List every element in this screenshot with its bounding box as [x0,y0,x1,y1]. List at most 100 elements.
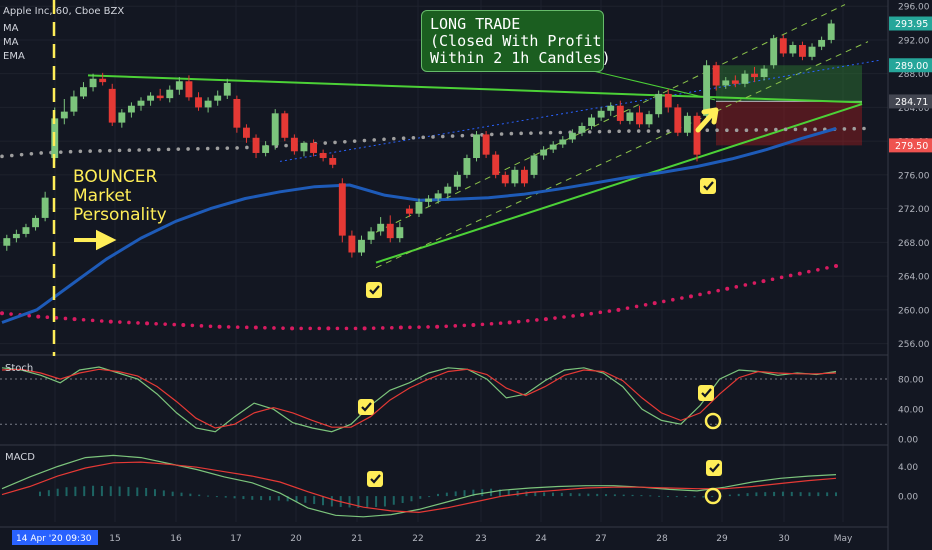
candle-body [415,201,423,214]
price-tick-label: 264.00 [898,273,930,283]
price-label-tag [889,94,932,109]
ma-mid-dot [764,127,768,132]
macd-histogram-bar [251,496,254,500]
ma-long-dot [634,304,639,309]
candle-body [396,227,404,239]
candle-body [223,82,231,96]
ma-long-dot [698,292,702,297]
macd-histogram-bar [92,485,95,497]
ma-long-dot [272,326,276,330]
macd-histogram-bar [560,492,563,497]
ma-long-dot [607,309,612,313]
checkmark-icon-tick [709,463,720,473]
candle-body [329,158,337,165]
ma-long-dot [308,326,313,331]
trend-lines[interactable] [87,4,881,269]
ma-long-dot [435,324,440,329]
ma-long-dot [671,297,675,302]
ma-long-dot [661,299,666,304]
candle-body [99,78,107,83]
macd-histogram-bar [207,495,210,497]
price-tick-label: 268.00 [898,239,930,249]
ma-mid-dot [803,127,808,132]
candle-body [616,105,624,121]
candle-body [808,46,816,57]
candle-body [751,73,758,78]
candle-body [367,231,375,240]
macd-histogram-bar [587,493,590,497]
macd-histogram-bar [454,491,457,497]
candle-body [12,233,20,239]
ma-long-dot [525,318,530,323]
candle-body [118,112,126,123]
macd-histogram-bar [127,486,130,497]
macd-histogram-bar [145,487,148,497]
ma-long-dot [81,317,86,322]
ma-long-dot [199,324,204,328]
channel-upper [375,4,846,233]
macd-histogram-bar [631,494,634,497]
stoch-tick-label: 40.00 [898,406,924,416]
ma-long-dot [752,281,757,285]
macd-histogram-bar [162,490,165,497]
resistance-trendline [87,74,863,104]
ma-mid-dot [617,129,621,134]
price-tick-label: 276.00 [898,171,930,181]
ma-long-dot [797,271,802,276]
ma-mid-dot [235,146,239,150]
macd-histogram-bar [383,496,386,507]
candle-body [463,158,471,175]
candle-body [242,127,250,138]
macd-histogram-bar [817,492,820,497]
ma-mid-dot [440,134,445,139]
candle-body [60,111,68,119]
macd-histogram-bar [596,493,599,497]
stop-zone [716,101,862,146]
ma-mid-dot [166,147,171,152]
candle-body [760,68,768,78]
macd-histogram-bar [375,496,378,507]
ma-mid-dot [78,149,83,154]
long-position-zone[interactable] [716,65,862,146]
ma-long-dot [725,286,730,291]
candle-body [664,93,672,108]
ma-long-dot [471,323,476,328]
price-tick-label: 256.00 [898,340,930,350]
price-tick-label: 272.00 [898,205,930,215]
candle-body [195,97,202,108]
macd-histogram-bar [260,496,263,501]
candle-body [358,239,365,253]
ma-mid-dot [284,143,288,148]
candle-body [626,112,634,121]
time-tick-label: 21 [351,534,362,544]
macd-histogram-bar [649,495,652,497]
ma-legend-1: MA [3,23,19,34]
right-arrow-icon [74,229,117,251]
candle-body [712,65,720,86]
ema-legend: EMA [3,51,25,62]
macd-histogram-bar [498,489,501,497]
macd-histogram-bar [39,491,41,497]
macd-histogram-bar [543,492,546,497]
macd-histogram-bar [622,494,625,497]
ma-mid-dot [117,148,122,153]
macd-histogram-bar [357,496,360,508]
checkmark-icon [706,460,722,476]
macd-histogram-bar [835,492,837,497]
ma-mid-dot [607,129,612,134]
moving-averages [0,126,866,331]
macd-histogram-bar [198,494,201,497]
ma-mid-dot [127,148,132,153]
macd-histogram-bar [215,496,218,498]
candle-body [607,105,615,111]
ma-long-dot [489,321,494,326]
ma-long-dot [444,324,448,329]
macd-histogram-bar [755,492,758,497]
macd-legend: MACD [5,452,35,463]
price-label-text: 284.71 [895,97,928,108]
macd-histogram-bar [392,496,395,505]
ma-mid-dot [196,146,200,151]
trade-callout-line3: Within 2 1h Candles) [430,49,611,67]
